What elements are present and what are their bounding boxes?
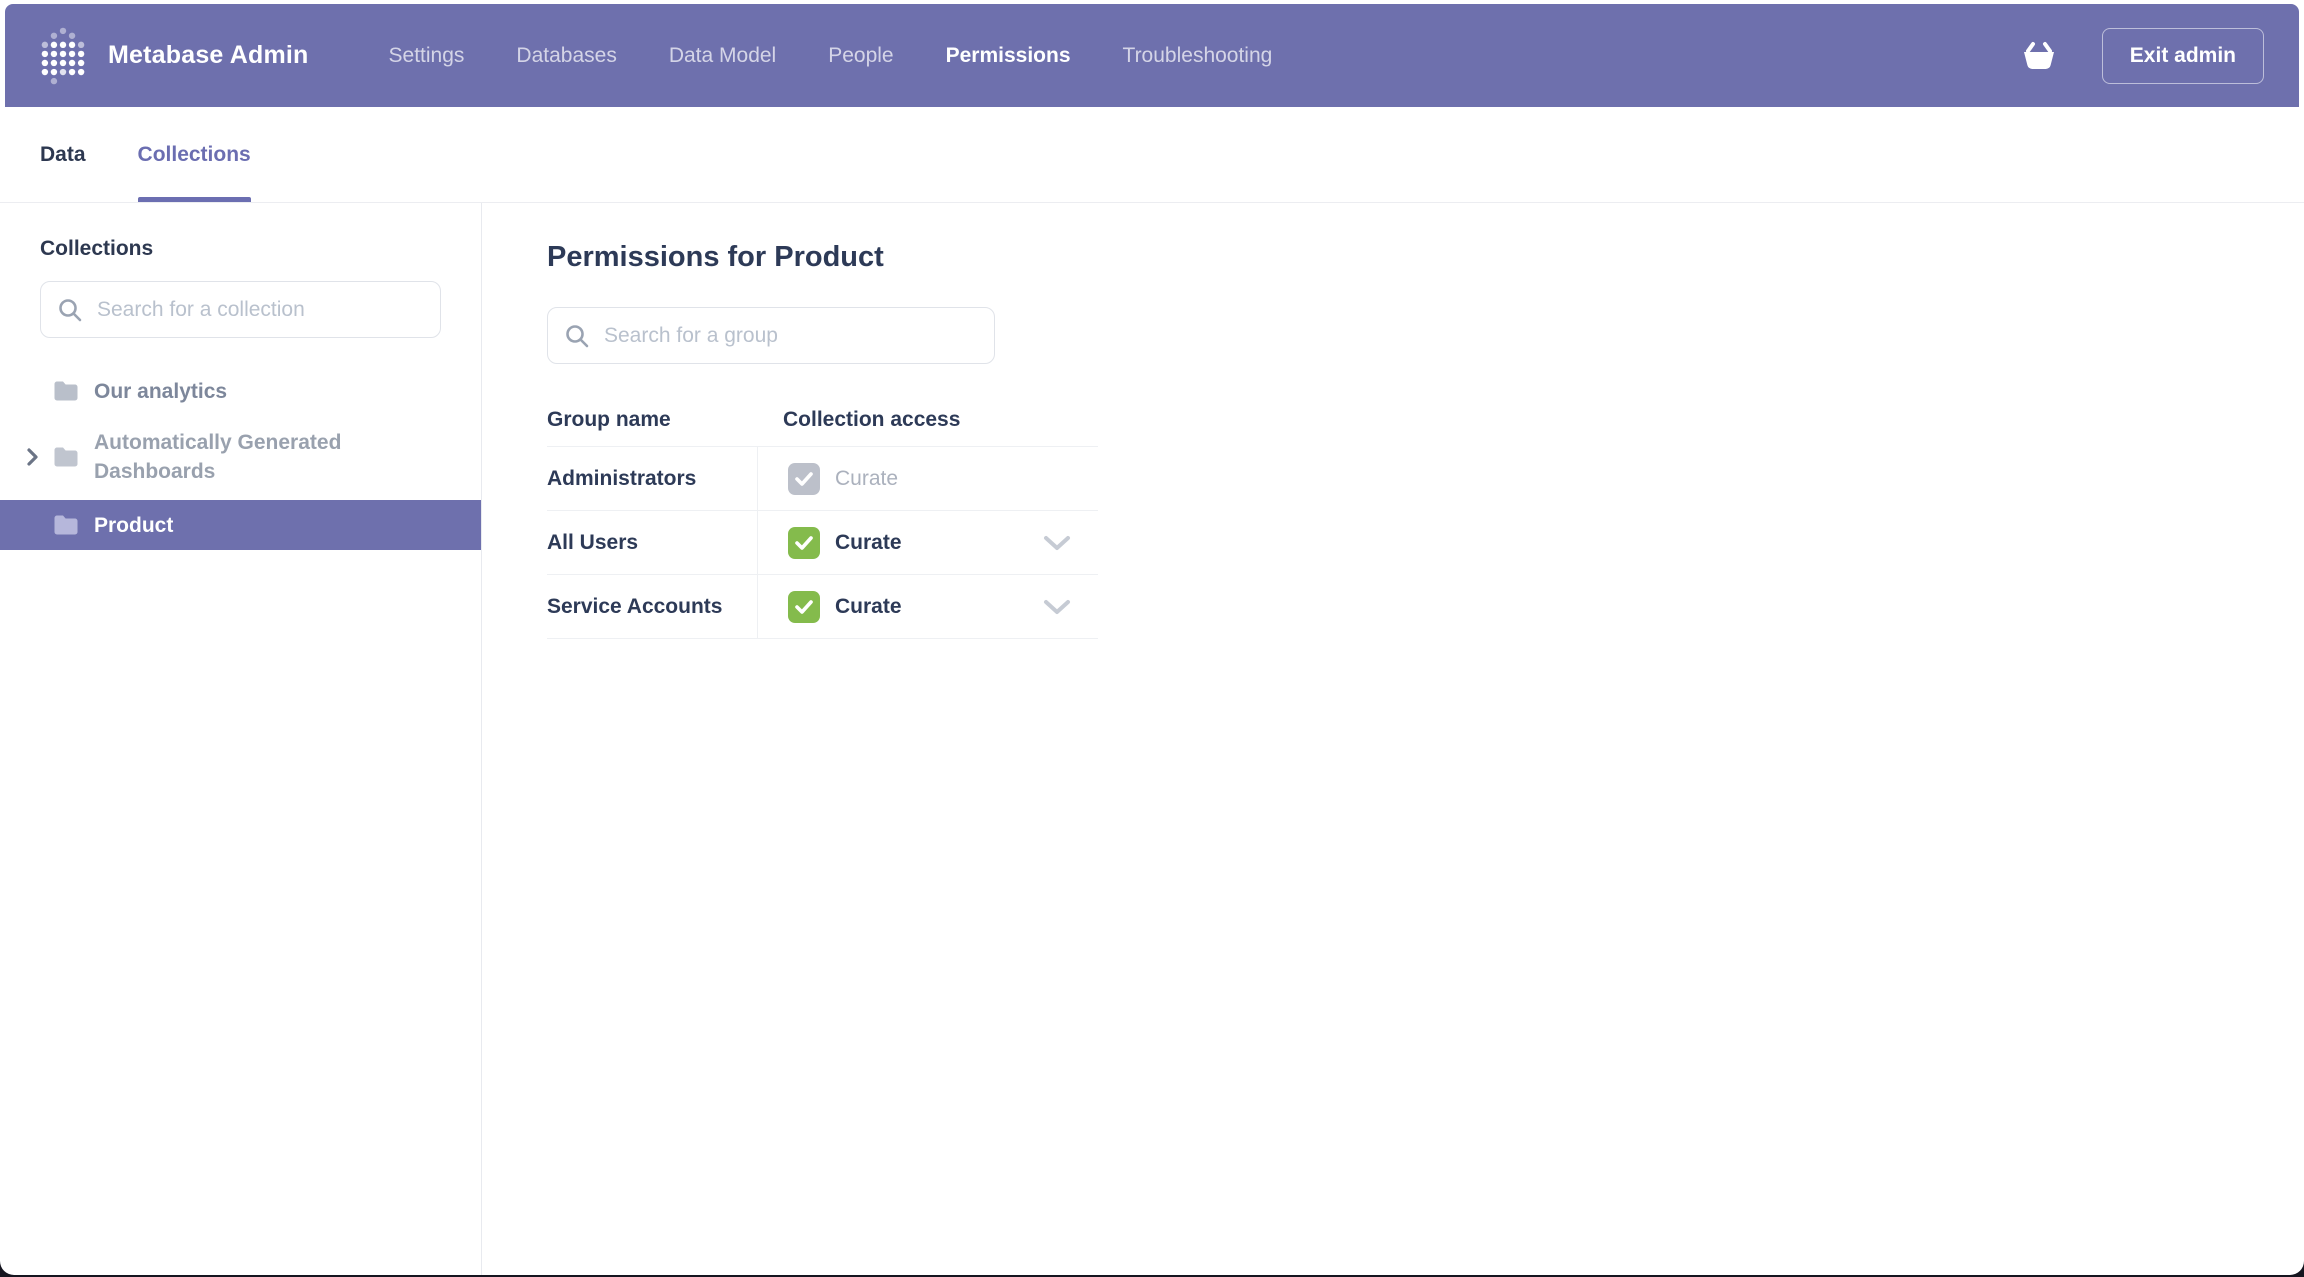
- permissions-tab-bar: Data Collections: [0, 107, 2304, 203]
- group-name: Service Accounts: [547, 594, 723, 618]
- group-name: Administrators: [547, 466, 697, 490]
- admin-navbar: Metabase Admin Settings Databases Data M…: [5, 4, 2299, 107]
- nav-item-data-model[interactable]: Data Model: [668, 43, 777, 67]
- column-header-collection-access: Collection access: [783, 408, 961, 431]
- group-search-input[interactable]: [602, 322, 978, 349]
- page-title: Permissions for Product: [547, 241, 884, 273]
- folder-icon: [54, 447, 78, 467]
- table-row-all-users: All Users Curate: [547, 511, 1098, 575]
- table-row-service-accounts: Service Accounts Curate: [547, 575, 1098, 639]
- sidebar-item-our-analytics[interactable]: Our analytics: [0, 368, 481, 414]
- chevron-right-icon: [26, 448, 38, 466]
- tree-item-label: Automatically Generated Dashboards: [94, 431, 342, 483]
- access-cell: Curate: [757, 447, 1098, 510]
- tree-item-label: Our analytics: [94, 379, 228, 403]
- collection-search: [40, 281, 441, 338]
- nav-item-troubleshooting[interactable]: Troubleshooting: [1122, 43, 1273, 67]
- collections-sidebar: Collections Our analytics: [0, 203, 482, 1275]
- access-cell: Curate: [757, 511, 1098, 574]
- check-icon: [795, 535, 813, 550]
- search-icon: [59, 298, 82, 321]
- exit-admin-button[interactable]: Exit admin: [2101, 27, 2264, 84]
- chevron-down-icon: [1044, 535, 1070, 550]
- curate-checkbox[interactable]: [788, 590, 820, 623]
- nav-item-permissions[interactable]: Permissions: [945, 43, 1071, 67]
- store-basket-icon[interactable]: [2022, 40, 2056, 72]
- chevron-down-icon: [1044, 599, 1070, 614]
- access-dropdown-toggle[interactable]: [1042, 598, 1072, 616]
- navbar-right: Exit admin: [2022, 27, 2264, 84]
- folder-icon: [54, 381, 78, 401]
- brand[interactable]: Metabase Admin: [40, 27, 309, 85]
- curate-checkbox[interactable]: [788, 526, 820, 559]
- permissions-panel: Permissions for Product Group name Colle…: [482, 203, 2304, 1275]
- column-header-group-name: Group name: [547, 408, 671, 431]
- tab-data[interactable]: Data: [40, 142, 86, 166]
- sidebar-item-automatically-generated-dashboards[interactable]: Automatically Generated Dashboards: [0, 428, 481, 486]
- check-icon: [795, 471, 813, 486]
- table-header: Group name Collection access: [547, 394, 1098, 447]
- metabase-logo-icon: [41, 27, 85, 84]
- access-dropdown-toggle[interactable]: [1042, 534, 1072, 552]
- sidebar-item-product[interactable]: Product: [0, 500, 481, 550]
- access-label: Curate: [835, 594, 902, 618]
- content-area: Collections Our analytics: [0, 203, 2304, 1275]
- access-cell: Curate: [757, 575, 1098, 638]
- tree-item-label: Product: [94, 513, 174, 537]
- check-icon: [795, 599, 813, 614]
- tab-collections[interactable]: Collections: [137, 107, 251, 202]
- group-search: [547, 307, 995, 364]
- table-row-administrators: Administrators Curate: [547, 447, 1098, 511]
- collections-tree: Our analytics Automatically Generated Da…: [0, 368, 481, 550]
- curate-checkbox-disabled: [788, 462, 820, 495]
- admin-nav-menu: Settings Databases Data Model People Per…: [389, 44, 1273, 68]
- group-name: All Users: [547, 530, 639, 554]
- sidebar-heading: Collections: [40, 237, 154, 260]
- nav-item-people[interactable]: People: [828, 43, 894, 67]
- brand-label: Metabase Admin: [108, 41, 309, 69]
- access-label: Curate: [835, 530, 902, 554]
- permissions-table: Group name Collection access Administrat…: [547, 394, 1098, 639]
- access-label: Curate: [835, 466, 899, 490]
- nav-item-databases[interactable]: Databases: [516, 43, 617, 67]
- search-icon: [566, 324, 589, 347]
- expand-toggle[interactable]: [22, 447, 42, 467]
- collection-search-input[interactable]: [95, 296, 424, 323]
- nav-item-settings[interactable]: Settings: [388, 43, 465, 67]
- folder-icon: [54, 515, 78, 535]
